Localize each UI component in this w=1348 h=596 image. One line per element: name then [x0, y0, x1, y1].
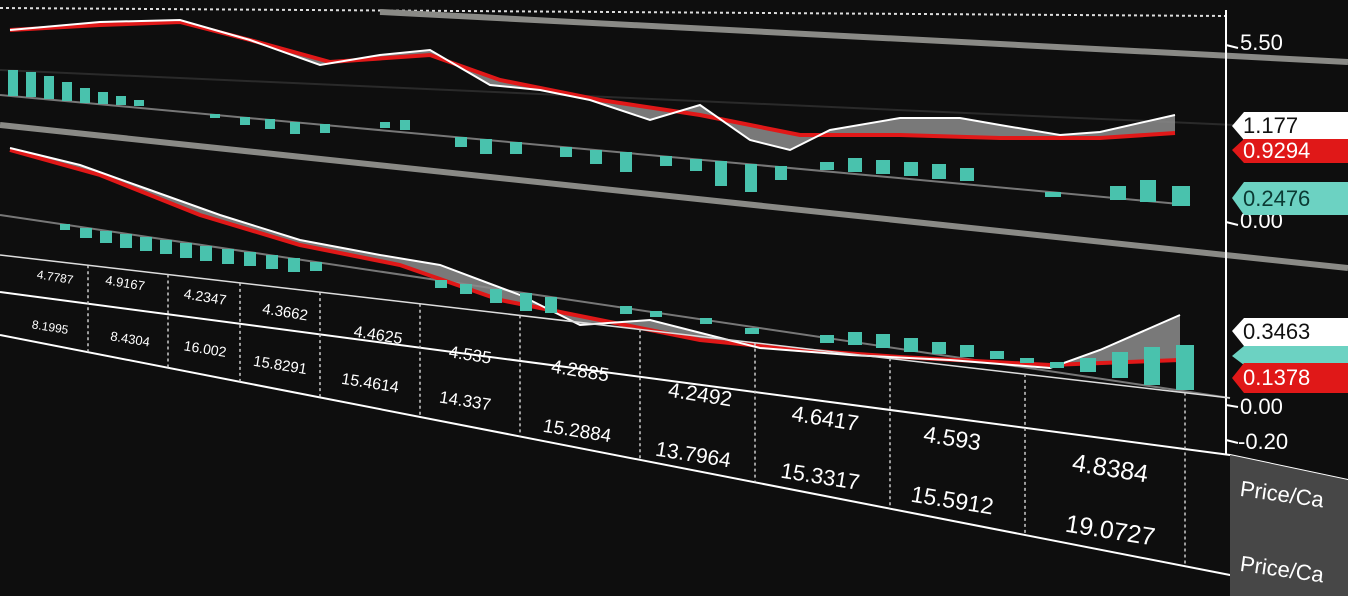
tag [1232, 346, 1348, 365]
tag [1232, 112, 1348, 140]
tag-label: 0.3463 [1243, 319, 1310, 344]
axis-tick [1225, 44, 1239, 49]
axis-label: 0.00 [1240, 394, 1283, 419]
axis-tick [1225, 404, 1239, 408]
cell: 8.4304 [109, 328, 151, 349]
histogram [60, 224, 1194, 390]
grid-line [0, 69, 1348, 131]
signal-line [9, 19, 1176, 140]
label-panel [1230, 455, 1348, 596]
tag [1232, 318, 1348, 346]
tag [1232, 182, 1348, 215]
axis-tick [1225, 439, 1239, 444]
tag-label: 0.9294 [1243, 138, 1310, 163]
cell: 4.7787 [36, 267, 75, 287]
tag-label: 1.177 [1243, 113, 1298, 138]
axis-label: -0.20 [1238, 429, 1288, 454]
panel-line [0, 122, 1348, 271]
cell: 4.3662 [261, 300, 309, 324]
cell: 4.2347 [183, 285, 228, 308]
top-border [0, 7, 1226, 17]
tag [1232, 139, 1348, 163]
panel-line [379, 9, 1348, 65]
cell: 4.9167 [104, 272, 146, 293]
tag-label: 0.2476 [1243, 186, 1310, 211]
histogram [8, 70, 1190, 206]
cell: 8.1995 [31, 317, 70, 337]
axis-label: 5.50 [1240, 30, 1283, 55]
tag-label: 0.1378 [1243, 365, 1310, 390]
zero-line [0, 214, 1231, 399]
main-line [9, 18, 1176, 152]
tag [1232, 363, 1348, 393]
cell: 16.002 [183, 337, 228, 360]
axis-tick [1225, 221, 1239, 226]
